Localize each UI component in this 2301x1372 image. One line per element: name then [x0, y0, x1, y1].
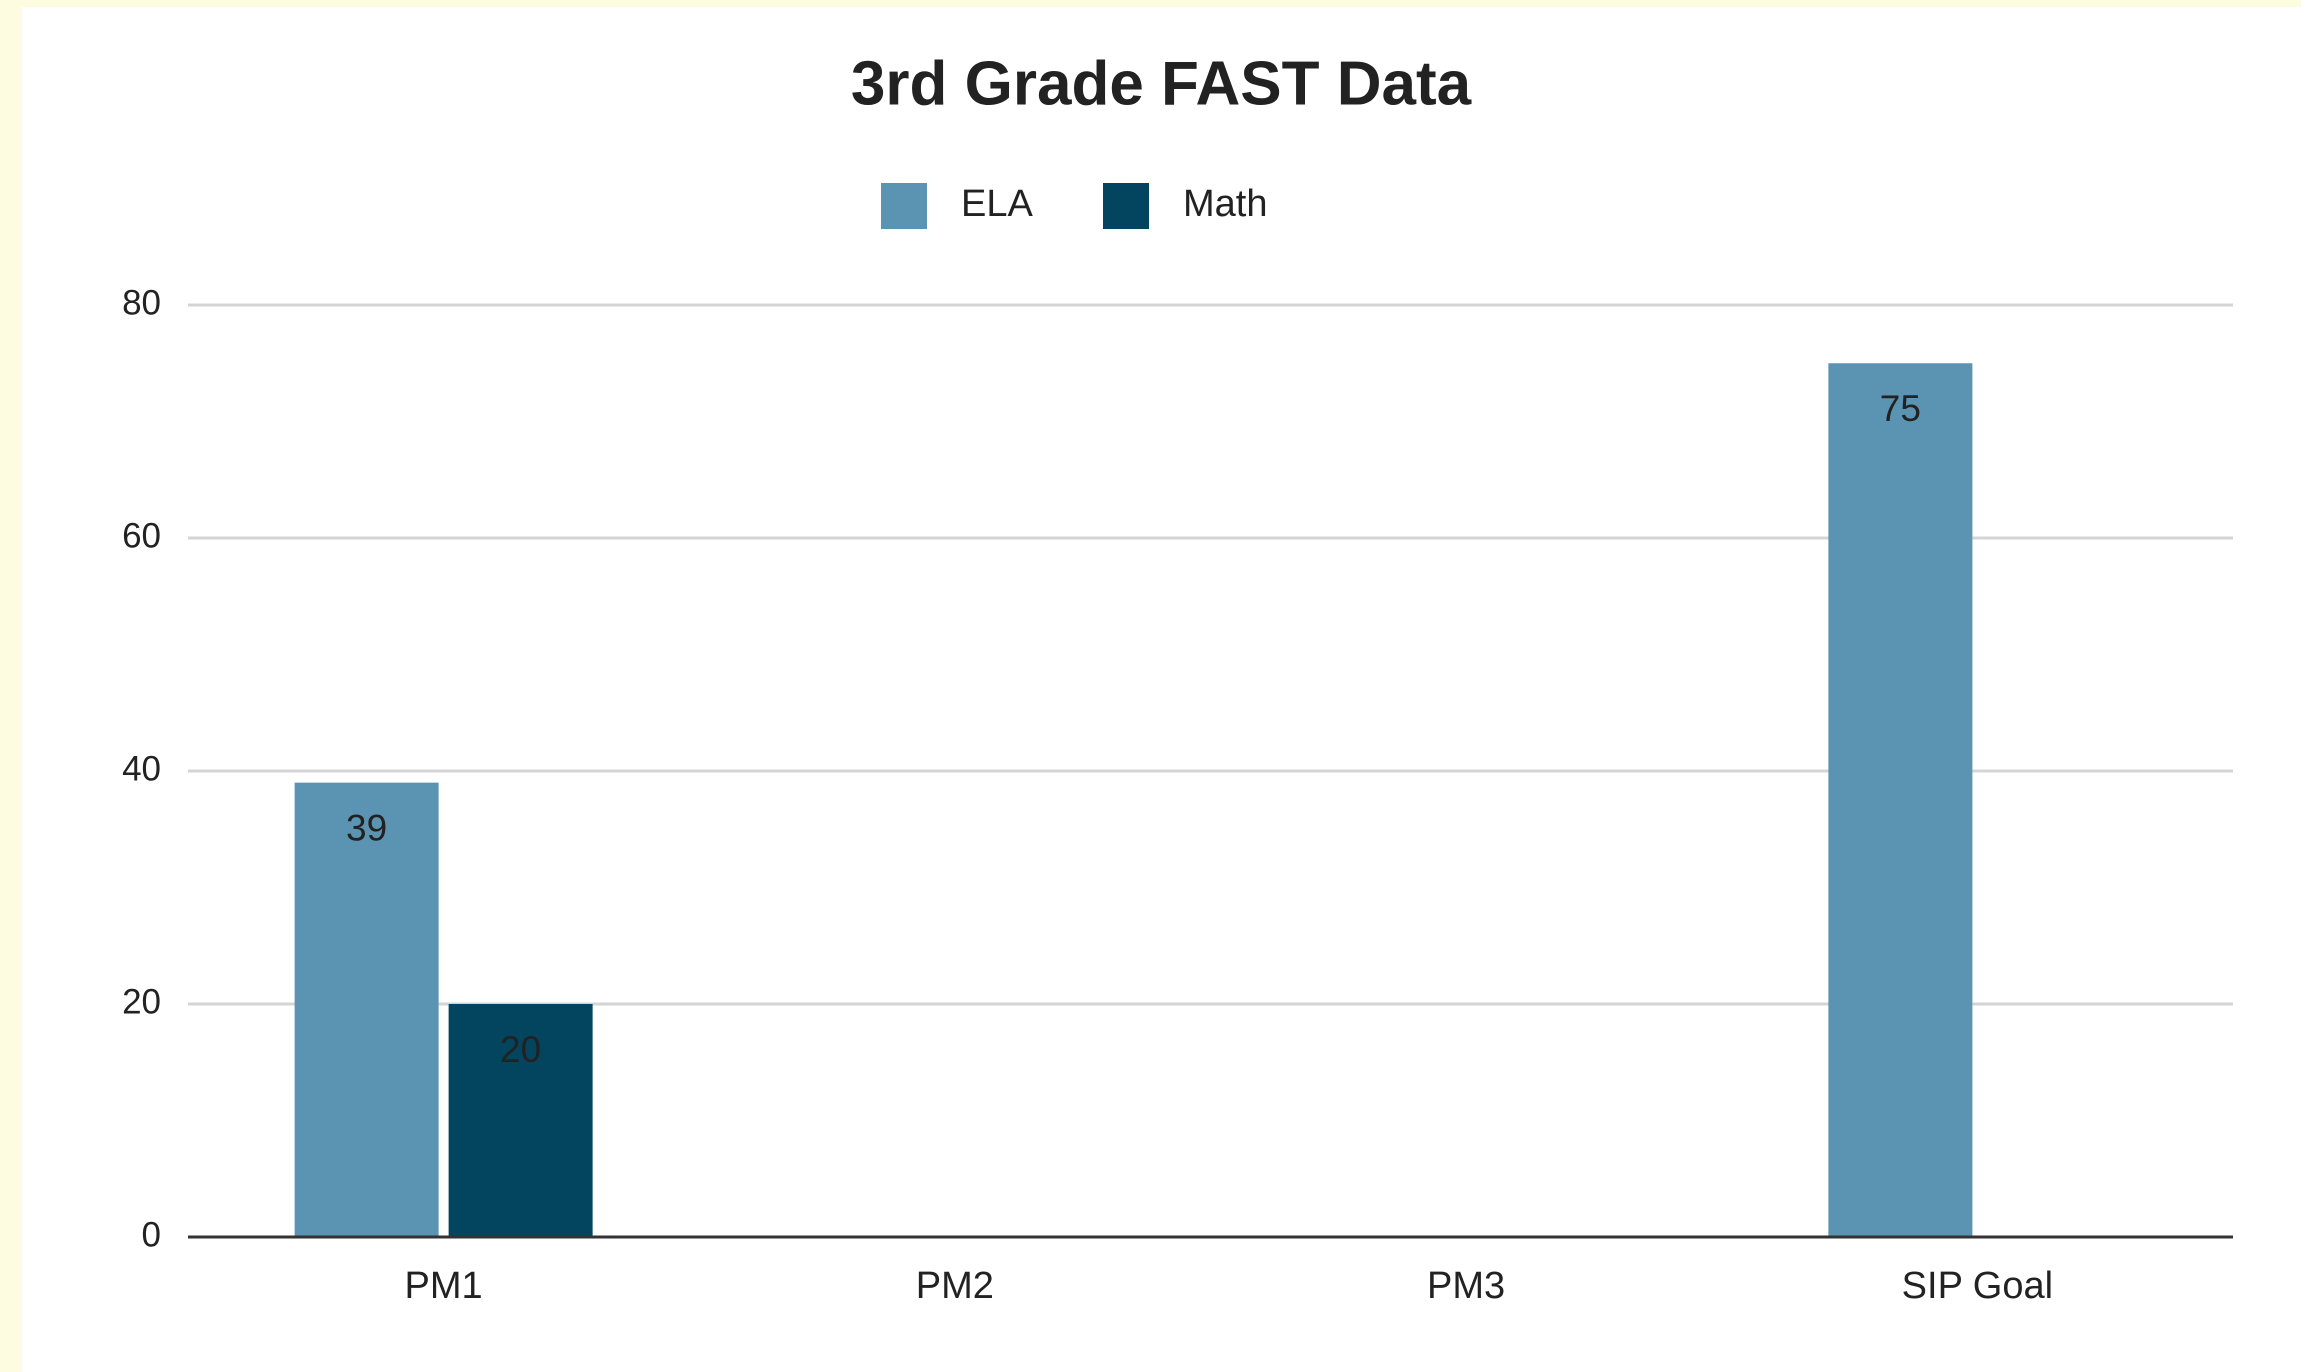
x-tick-label: SIP Goal — [1902, 1265, 2053, 1307]
chart-title: 3rd Grade FAST Data — [851, 49, 1472, 118]
x-tick-label: PM3 — [1427, 1265, 1505, 1307]
y-tick-label: 60 — [122, 516, 161, 555]
data-label: 20 — [500, 1029, 541, 1070]
x-tick-label: PM1 — [405, 1265, 483, 1307]
legend-swatch — [881, 183, 927, 229]
legend-label: Math — [1183, 183, 1267, 225]
bar — [448, 1004, 593, 1237]
data-label: 75 — [1880, 388, 1921, 429]
bar — [1828, 363, 1973, 1237]
data-label: 39 — [346, 807, 387, 848]
legend-swatch — [1103, 183, 1149, 229]
legend-label: ELA — [961, 183, 1033, 225]
bar — [294, 782, 439, 1237]
y-tick-label: 20 — [122, 982, 161, 1021]
y-tick-label: 0 — [142, 1215, 161, 1254]
y-tick-label: 80 — [122, 283, 161, 322]
x-tick-label: PM2 — [916, 1265, 994, 1307]
y-tick-label: 40 — [122, 749, 161, 788]
